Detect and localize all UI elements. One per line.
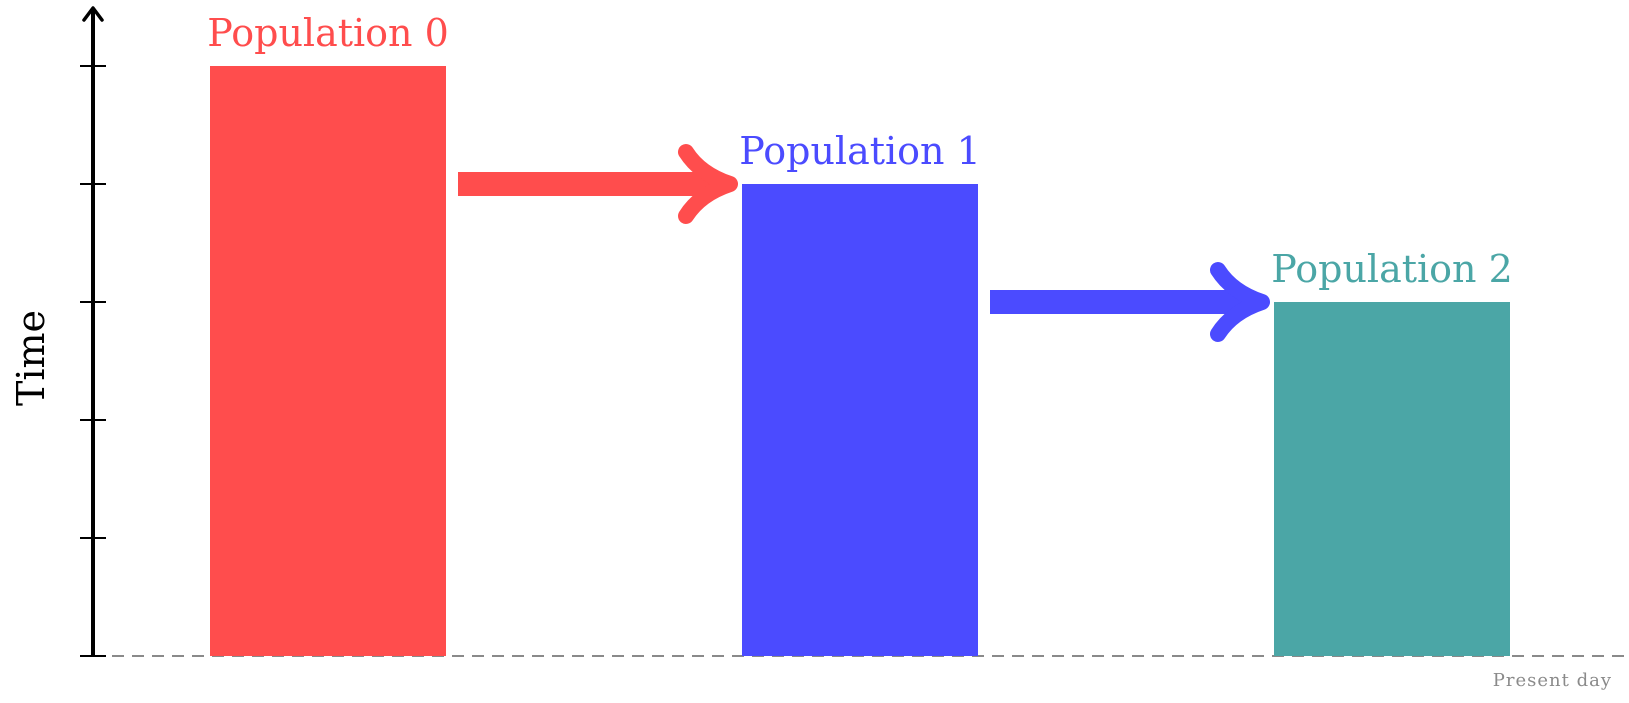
- population-2-label: Population 2: [1271, 247, 1513, 291]
- population-0-label: Population 0: [207, 11, 449, 55]
- population-2-bar: [1274, 302, 1510, 656]
- population-1-label: Population 1: [739, 129, 981, 173]
- descent-arrow-0-to-1: [458, 144, 738, 224]
- arrow-right-icon: [1210, 262, 1270, 342]
- time-axis-arrowhead-icon: [82, 6, 104, 22]
- time-axis-ticks: [80, 65, 106, 657]
- arrow-right-icon: [678, 144, 738, 224]
- population-1-group: Population 1: [739, 129, 981, 656]
- population-2-group: Population 2: [1271, 247, 1513, 656]
- time-axis-label: Time: [9, 310, 53, 406]
- population-0-group: Population 0: [207, 11, 449, 656]
- present-day-label: Present day: [1493, 670, 1612, 691]
- population-0-bar: [210, 66, 446, 656]
- population-1-bar: [742, 184, 978, 656]
- descent-arrow-1-to-2: [990, 262, 1270, 342]
